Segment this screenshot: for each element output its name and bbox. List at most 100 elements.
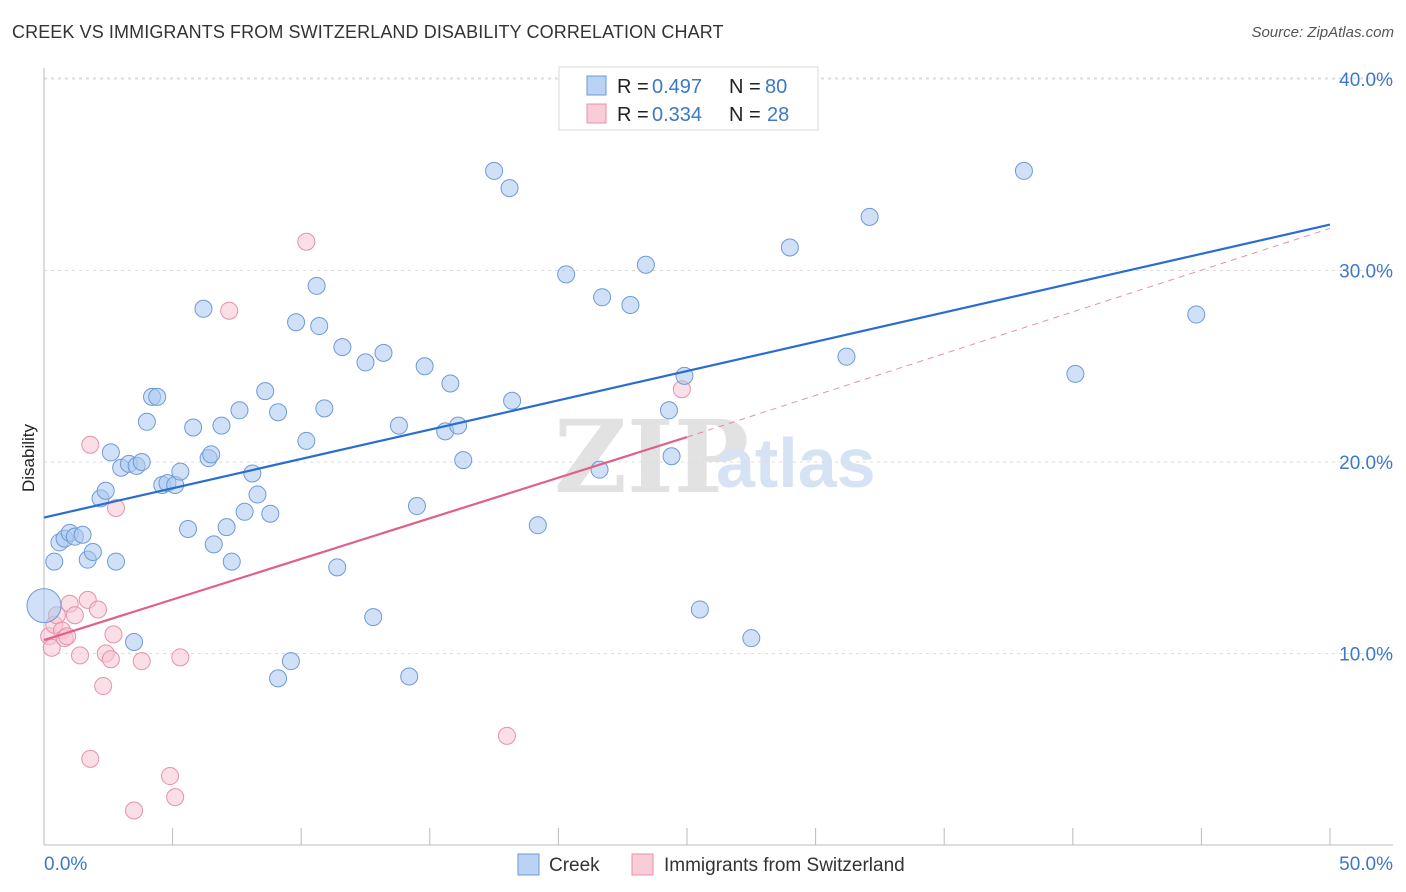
swiss-trend-extension [686, 227, 1331, 438]
axes [43, 68, 1393, 846]
creek-point [662, 447, 681, 466]
legend-swiss-n-label: N = [729, 104, 761, 126]
legend-swiss-swatch [586, 103, 607, 124]
creek-point [621, 295, 640, 314]
creek-point [528, 516, 547, 535]
creek-point [454, 451, 473, 470]
creek-point [125, 633, 144, 652]
creek-point [148, 387, 167, 406]
source-label: Source: ZipAtlas.com [1251, 24, 1394, 41]
creek-point [212, 416, 231, 435]
swiss-point [171, 648, 190, 667]
x-tick-labels: 0.0% 50.0% [44, 854, 1393, 875]
creek-point [415, 357, 434, 376]
creek-point [107, 552, 126, 571]
creek-point [45, 552, 64, 571]
swiss-point [42, 638, 61, 657]
x-tick-label-max: 50.0% [1339, 854, 1393, 875]
creek-point [1187, 305, 1206, 324]
creek-point [204, 535, 223, 554]
bottom-legend-creek-label: Creek [549, 855, 600, 876]
creek-point [184, 418, 203, 437]
creek-point [243, 464, 262, 483]
legend-creek-r-label: R = [617, 76, 649, 98]
creek-point [837, 347, 856, 366]
creek-point [137, 412, 156, 431]
swiss-point [89, 600, 108, 619]
creek-point [333, 338, 352, 357]
swiss-point [161, 767, 180, 786]
creek-point [593, 288, 612, 307]
bottom-legend: Creek Immigrants from Switzerland [517, 853, 905, 876]
creek-point [389, 416, 408, 435]
creek-point [356, 353, 375, 372]
swiss-point [71, 646, 90, 665]
watermark-atlas: atlas [716, 424, 876, 502]
creek-point [261, 504, 280, 523]
creek-point [400, 667, 419, 686]
swiss-point [497, 726, 516, 745]
creek-point [636, 255, 655, 274]
creek-point [503, 391, 522, 410]
trend-lines [43, 223, 1331, 642]
swiss-point [107, 498, 126, 517]
creek-point [248, 485, 267, 504]
legend-swiss-n-value: 28 [767, 104, 789, 126]
creek-point [269, 403, 288, 422]
series-swiss-points [40, 232, 691, 820]
watermark: ZIP atlas [554, 398, 876, 516]
y-tick-labels: 10.0% 20.0% 30.0% 40.0% [1339, 70, 1393, 666]
watermark-zip: ZIP [554, 398, 749, 516]
creek-point [281, 652, 300, 671]
creek-point [307, 276, 326, 295]
swiss-point [81, 749, 100, 768]
creek-point [269, 669, 288, 688]
x-tick-label-min: 0.0% [44, 854, 87, 875]
creek-point [690, 600, 709, 619]
creek-point [860, 207, 879, 226]
creek-point [328, 558, 347, 577]
creek-point [659, 401, 678, 420]
legend: R = 0.497 N = 80 R = 0.334 N = 28 [558, 66, 819, 131]
legend-swiss-r-label: R = [617, 104, 649, 126]
creek-point [230, 401, 249, 420]
y-tick-label: 10.0% [1339, 645, 1393, 666]
creek-point [780, 238, 799, 257]
y-axis-label: Disability [19, 423, 38, 492]
creek-point [485, 161, 504, 180]
creek-point [407, 497, 426, 516]
swiss-point [65, 606, 84, 625]
y-tick-label: 30.0% [1339, 262, 1393, 283]
creek-point [217, 518, 236, 537]
legend-creek-swatch [586, 75, 607, 96]
creek-point [374, 343, 393, 362]
legend-creek-r-value: 0.497 [652, 76, 702, 98]
y-tick-label: 20.0% [1339, 453, 1393, 474]
creek-point [310, 317, 329, 336]
swiss-point [166, 788, 185, 807]
creek-point [235, 502, 254, 521]
legend-swiss-r-value: 0.334 [652, 104, 702, 126]
creek-point [500, 179, 519, 198]
swiss-point [104, 625, 123, 644]
swiss-trend-line [43, 436, 688, 642]
creek-point [297, 431, 316, 450]
swiss-point [132, 652, 151, 671]
creek-point [101, 443, 120, 462]
creek-point [1014, 161, 1033, 180]
series-creek-points [26, 161, 1206, 688]
creek-point [287, 313, 306, 332]
swiss-point [220, 301, 239, 320]
y-tick-label: 40.0% [1339, 70, 1393, 91]
legend-creek-n-value: 80 [765, 76, 787, 98]
creek-point [256, 382, 275, 401]
creek-point [73, 525, 92, 544]
swiss-point [297, 232, 316, 251]
creek-point [222, 552, 241, 571]
creek-point [315, 399, 334, 418]
swiss-point [81, 435, 100, 454]
creek-point [441, 374, 460, 393]
creek-point [202, 445, 221, 464]
bottom-legend-swiss-label: Immigrants from Switzerland [664, 855, 905, 876]
